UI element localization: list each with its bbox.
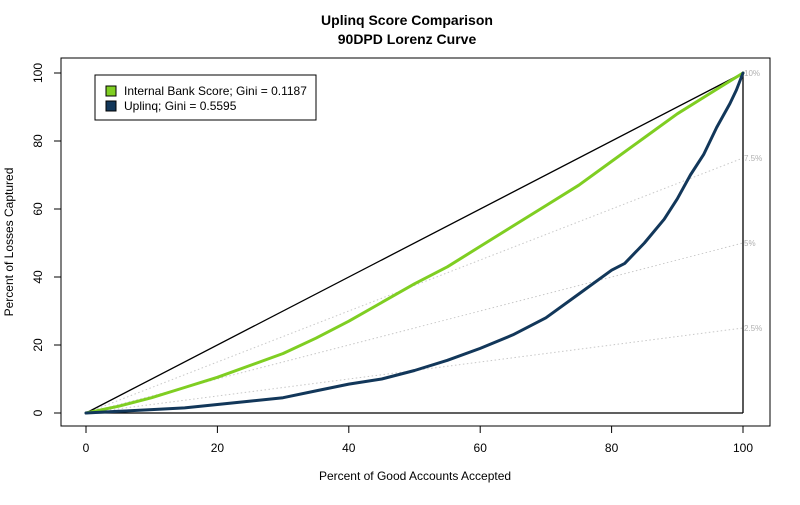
series-line-internal-bank [84,71,745,415]
reference-labels: 10% 7.5% 5% 2.5% [744,69,762,333]
x-tick-label: 0 [83,441,90,455]
x-tick-label: 20 [211,441,225,455]
y-axis: 0 20 40 60 80 100 [31,63,62,416]
x-tick-label: 40 [342,441,356,455]
y-tick-label: 40 [31,270,45,284]
reference-line-label: 2.5% [744,324,762,333]
legend-swatch-internal [105,85,117,97]
y-tick-label: 100 [31,63,45,83]
reference-line-label: 5% [744,239,756,248]
x-tick-label: 60 [474,441,488,455]
y-tick-label: 80 [31,134,45,148]
legend: Internal Bank Score; Gini = 0.1187 Uplin… [94,74,317,121]
legend-box [94,74,317,121]
x-tick-label: 80 [605,441,619,455]
series-lines [84,71,745,415]
reference-line-label: 10% [744,69,760,78]
y-tick-label: 60 [31,202,45,216]
y-tick-label: 20 [31,338,45,352]
series-line-uplinq [84,71,745,415]
chart-title: Uplinq Score Comparison [321,12,493,28]
y-axis-label: Percent of Losses Captured [2,168,16,317]
reference-line-label: 7.5% [744,154,762,163]
chart-subtitle: 90DPD Lorenz Curve [338,31,477,47]
legend-label-internal: Internal Bank Score; Gini = 0.1187 [124,84,307,98]
perfect-equality-line [85,72,744,414]
legend-swatch-uplinq [105,100,117,112]
x-axis-label: Percent of Good Accounts Accepted [319,469,511,483]
reference-line [85,327,744,414]
legend-label-uplinq: Uplinq; Gini = 0.5595 [124,99,237,113]
x-axis: 0 20 40 60 80 100 [83,425,753,455]
y-tick-label: 0 [31,409,45,416]
x-tick-label: 100 [733,441,753,455]
